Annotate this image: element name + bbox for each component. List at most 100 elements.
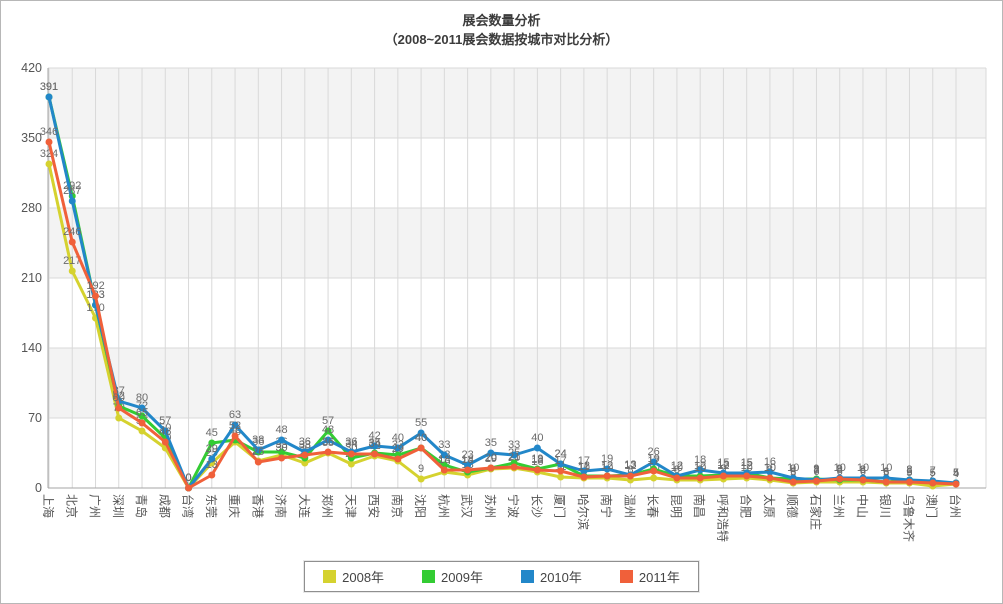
data-point-2008年[interactable]: [417, 475, 425, 483]
data-point-2011年[interactable]: [650, 467, 658, 475]
data-point-2011年[interactable]: [882, 478, 890, 486]
data-point-2008年[interactable]: [45, 160, 53, 168]
y-axis-tick-label: 280: [21, 201, 42, 215]
data-point-2011年[interactable]: [161, 438, 169, 446]
data-point-2011年[interactable]: [231, 432, 239, 440]
data-point-2011年[interactable]: [138, 419, 146, 427]
data-point-2008年[interactable]: [650, 474, 658, 482]
data-point-2010年[interactable]: [394, 444, 402, 452]
data-point-2010年[interactable]: [68, 197, 76, 205]
data-point-2008年[interactable]: [557, 473, 565, 481]
data-point-2010年[interactable]: [138, 404, 146, 412]
data-point-2011年[interactable]: [185, 484, 193, 492]
data-point-2011年[interactable]: [92, 292, 100, 300]
data-point-2011年[interactable]: [719, 472, 727, 480]
data-point-2010年[interactable]: [487, 449, 495, 457]
data-point-2011年[interactable]: [533, 466, 541, 474]
data-point-2009年[interactable]: [324, 427, 332, 435]
value-label-2011年: 20: [485, 452, 497, 464]
data-point-2011年[interactable]: [440, 466, 448, 474]
data-point-2010年[interactable]: [231, 421, 239, 429]
data-point-2010年[interactable]: [324, 436, 332, 444]
y-axis-tick-label: 140: [21, 341, 42, 355]
data-point-2010年[interactable]: [417, 429, 425, 437]
x-axis-city-label: 香港: [250, 494, 264, 518]
x-axis-city-label: 中山: [855, 494, 870, 518]
legend-item-2010年[interactable]: 2010年: [520, 567, 582, 586]
legend-item-2009年[interactable]: 2009年: [422, 567, 483, 586]
data-point-2008年[interactable]: [138, 427, 146, 435]
value-label-2010年: 29: [206, 443, 218, 455]
data-point-2011年[interactable]: [464, 466, 472, 474]
data-point-2010年[interactable]: [440, 451, 448, 459]
data-point-2010年[interactable]: [161, 427, 169, 435]
data-point-2011年[interactable]: [510, 463, 518, 471]
data-point-2010年[interactable]: [208, 455, 216, 463]
value-label-2010年: 8: [906, 464, 912, 476]
data-point-2010年[interactable]: [766, 468, 774, 476]
value-label-2010年: 16: [764, 456, 776, 468]
data-point-2011年[interactable]: [673, 474, 681, 482]
value-label-2008年: 5: [906, 467, 912, 479]
data-point-2011年[interactable]: [743, 472, 751, 480]
data-point-2011年[interactable]: [45, 138, 53, 146]
data-point-2011年[interactable]: [789, 478, 797, 486]
data-point-2011年[interactable]: [952, 480, 960, 488]
data-point-2009年[interactable]: [208, 439, 216, 447]
data-point-2011年[interactable]: [208, 471, 216, 479]
data-point-2011年[interactable]: [812, 477, 820, 485]
data-point-2010年[interactable]: [557, 460, 565, 468]
data-point-2011年[interactable]: [278, 454, 286, 462]
data-point-2011年[interactable]: [557, 467, 565, 475]
data-point-2010年[interactable]: [533, 444, 541, 452]
data-point-2010年[interactable]: [580, 467, 588, 475]
data-point-2008年[interactable]: [301, 459, 309, 467]
data-point-2010年[interactable]: [464, 461, 472, 469]
x-axis-city-label: 台州: [948, 494, 963, 518]
value-label-2010年: 17: [578, 455, 590, 467]
plot-band: [48, 68, 986, 138]
data-point-2011年[interactable]: [115, 404, 123, 412]
data-point-2010年[interactable]: [371, 442, 379, 450]
data-point-2010年[interactable]: [650, 458, 658, 466]
data-point-2011年[interactable]: [696, 474, 704, 482]
data-point-2011年[interactable]: [301, 451, 309, 459]
data-point-2010年[interactable]: [510, 451, 518, 459]
data-point-2010年[interactable]: [254, 446, 262, 454]
value-label-2011年: 10: [764, 462, 776, 474]
data-point-2011年[interactable]: [394, 455, 402, 463]
data-point-2009年[interactable]: [138, 412, 146, 420]
data-point-2010年[interactable]: [278, 436, 286, 444]
data-point-2011年[interactable]: [347, 450, 355, 458]
data-point-2011年[interactable]: [836, 475, 844, 483]
data-point-2011年[interactable]: [417, 444, 425, 452]
legend-swatch-icon: [422, 570, 436, 583]
data-point-2011年[interactable]: [371, 450, 379, 458]
data-point-2011年[interactable]: [324, 448, 332, 456]
data-point-2011年[interactable]: [929, 479, 937, 487]
data-point-2008年[interactable]: [68, 267, 76, 275]
data-point-2011年[interactable]: [68, 238, 76, 246]
legend-item-2008年[interactable]: 2008年: [323, 567, 384, 586]
data-point-2010年[interactable]: [603, 465, 611, 473]
data-point-2008年[interactable]: [347, 460, 355, 468]
value-label-2010年: 10: [834, 462, 846, 474]
data-point-2011年[interactable]: [905, 478, 913, 486]
data-point-2011年[interactable]: [859, 476, 867, 484]
data-point-2011年[interactable]: [603, 472, 611, 480]
data-point-2008年[interactable]: [115, 414, 123, 422]
data-point-2009年[interactable]: [278, 448, 286, 456]
data-point-2011年[interactable]: [487, 464, 495, 472]
legend-swatch-icon: [520, 570, 534, 583]
value-label-2011年: 12: [717, 460, 729, 472]
data-point-2011年[interactable]: [626, 472, 634, 480]
data-point-2010年[interactable]: [696, 466, 704, 474]
legend-item-2011年[interactable]: 2011年: [619, 567, 680, 586]
data-point-2011年[interactable]: [580, 473, 588, 481]
data-point-2011年[interactable]: [254, 458, 262, 466]
value-label-2010年: 33: [438, 439, 450, 451]
data-point-2010年[interactable]: [45, 93, 53, 101]
data-point-2011年[interactable]: [766, 474, 774, 482]
x-axis-city-label: 武汉: [460, 494, 474, 518]
x-axis-city-label: 厦门: [553, 494, 568, 518]
